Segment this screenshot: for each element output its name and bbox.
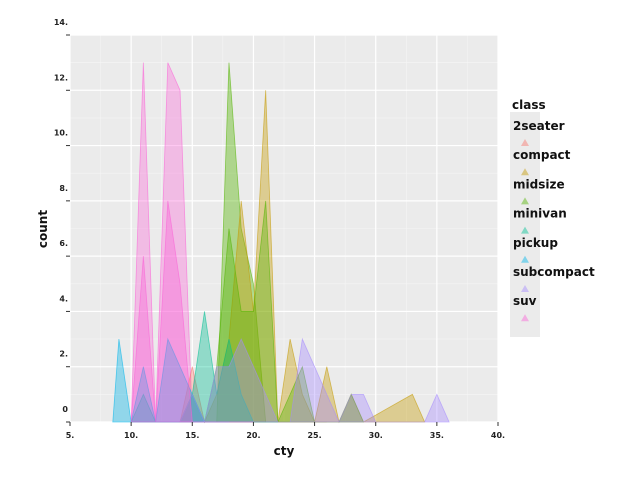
area-series	[112, 62, 450, 424]
legend-label-compact: compact	[513, 148, 571, 162]
y-tick-label: 0	[62, 405, 68, 414]
x-tick-label: 35.	[430, 431, 444, 440]
legend-label-pickup: pickup	[513, 236, 558, 250]
legend-key-background	[510, 112, 540, 337]
x-tick-label: 10.	[124, 431, 138, 440]
series-area-suv	[130, 200, 254, 423]
legend-key-suv	[521, 314, 529, 322]
legend-title: class	[512, 98, 546, 112]
y-axis-ticks: 0 2. 4. 6. 8. 10. 12. 14.	[54, 18, 70, 423]
legend-label-midsize: midsize	[513, 177, 565, 191]
y-tick-label: 4.	[59, 294, 68, 303]
x-tick-label: 20.	[246, 431, 260, 440]
legend-key-compact	[521, 168, 529, 176]
y-tick-label: 14.	[54, 18, 68, 27]
legend-label-2seater: 2seater	[513, 119, 565, 133]
y-tick-label: 8.	[59, 184, 68, 193]
y-tick-label: 10.	[54, 129, 68, 138]
x-tick-label: 25.	[307, 431, 321, 440]
x-tick-label: 30.	[369, 431, 383, 440]
series-area-subcompact	[179, 337, 450, 424]
legend-key-minivan	[521, 226, 529, 234]
y-tick-label: 6.	[59, 239, 68, 248]
x-axis-title: cty	[274, 444, 295, 458]
legend-label-subcompact: subcompact	[513, 265, 595, 279]
y-tick-label: 2.	[59, 350, 68, 359]
x-tick-label: 15.	[185, 431, 199, 440]
y-tick-label: 12.	[54, 73, 68, 82]
x-tick-label: 5.	[66, 431, 75, 440]
grid-lines	[69, 34, 499, 423]
legend: class 2seater compact midsize minivan pickup…	[510, 98, 595, 337]
x-tick-label: 40.	[491, 431, 505, 440]
legend-key-subcompact	[521, 285, 529, 292]
legend-label-minivan: minivan	[513, 207, 567, 221]
legend-key-pickup	[521, 255, 529, 263]
y-axis-title: count	[36, 210, 50, 248]
x-axis-ticks: 5. 10. 15. 20. 25. 30. 35. 40.	[66, 422, 505, 440]
legend-key-2seater	[521, 139, 529, 146]
legend-label-suv: suv	[513, 294, 537, 308]
legend-key-midsize	[521, 197, 529, 205]
